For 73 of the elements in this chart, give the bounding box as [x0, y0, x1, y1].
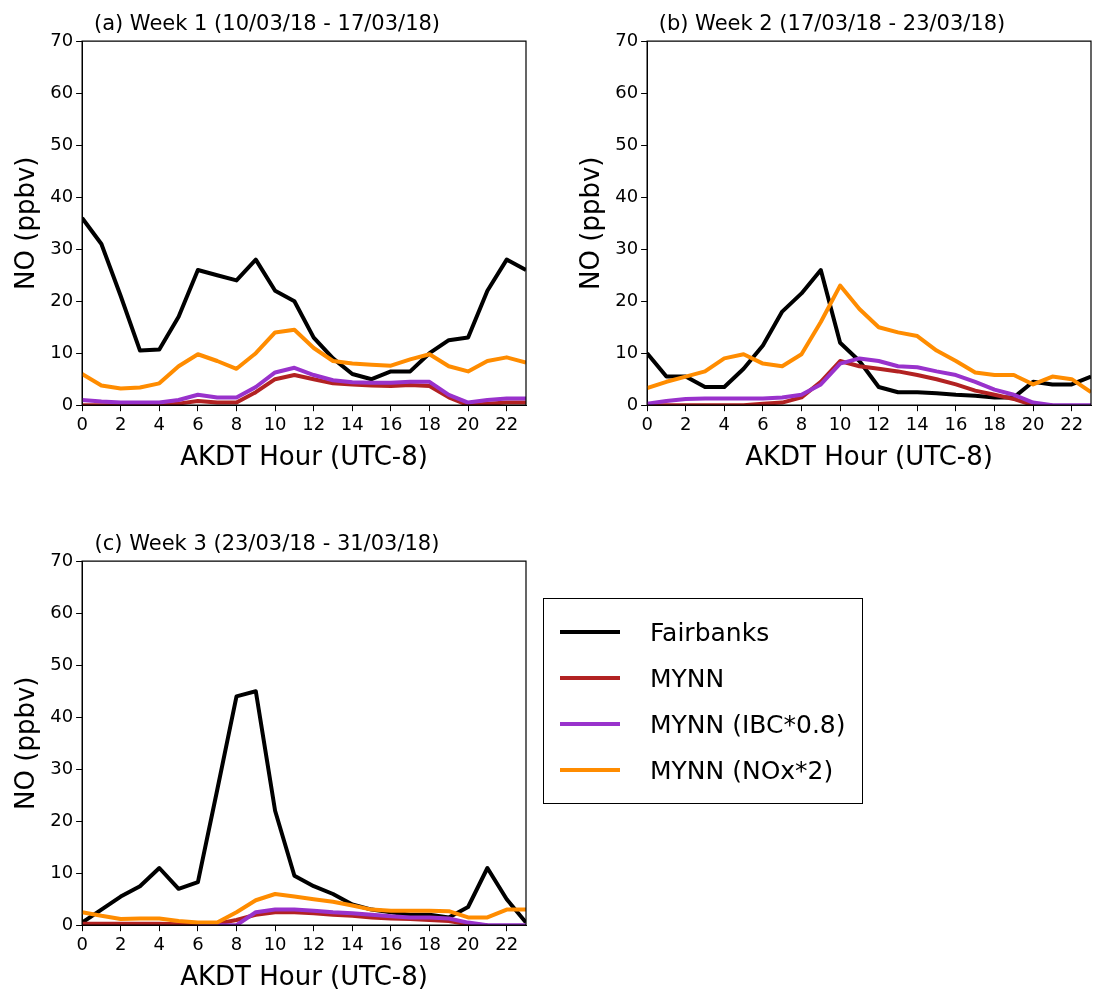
- x-tick-label: 0: [76, 932, 88, 954]
- chart-title: (c) Week 3 (23/03/18 - 31/03/18): [94, 531, 440, 556]
- x-tick-label: 22: [495, 932, 519, 954]
- chart-title: (b) Week 2 (17/03/18 - 23/03/18): [658, 11, 1006, 36]
- y-tick-label: 50: [615, 132, 639, 154]
- y-tick-label: 50: [50, 652, 74, 674]
- legend-label: MYNN (NOx*2): [650, 755, 834, 785]
- x-tick-label: 20: [1021, 412, 1045, 434]
- x-axis-title: AKDT Hour (UTC-8): [180, 961, 428, 990]
- x-tick-label: 14: [905, 412, 929, 434]
- x-tick-label: 8: [230, 412, 243, 434]
- y-tick-label: 10: [615, 340, 639, 362]
- x-tick-label: 4: [153, 932, 166, 954]
- x-tick-label: 2: [114, 412, 127, 434]
- x-tick-label: 14: [340, 932, 364, 954]
- x-tick-label: 20: [456, 412, 480, 434]
- x-tick-label: 12: [302, 412, 326, 434]
- y-tick-label: 70: [615, 28, 639, 50]
- x-tick-label: 2: [679, 412, 692, 434]
- x-tick-label: 8: [230, 932, 243, 954]
- y-tick-label: 50: [50, 132, 74, 154]
- y-tick-label: 40: [50, 704, 74, 726]
- x-tick-label: 16: [944, 412, 968, 434]
- x-tick-label: 14: [340, 412, 364, 434]
- y-tick-label: 70: [50, 28, 74, 50]
- x-tick-label: 0: [76, 412, 88, 434]
- y-tick-label: 10: [50, 860, 74, 882]
- y-tick-label: 60: [50, 600, 74, 622]
- x-tick-label: 16: [379, 932, 403, 954]
- x-axis-title: AKDT Hour (UTC-8): [745, 441, 993, 472]
- y-tick-label: 30: [615, 236, 639, 258]
- y-tick-label: 20: [50, 808, 74, 830]
- x-tick-label: 6: [757, 412, 769, 434]
- x-tick-label: 4: [153, 412, 166, 434]
- y-tick-label: 0: [626, 392, 639, 414]
- x-tick-label: 8: [795, 412, 808, 434]
- x-tick-label: 12: [302, 932, 326, 954]
- y-tick-label: 70: [50, 548, 74, 570]
- y-tick-label: 60: [50, 80, 74, 102]
- legend-label: MYNN: [650, 663, 725, 693]
- y-axis-title: NO (ppbv): [575, 156, 606, 290]
- y-tick-label: 0: [61, 392, 74, 414]
- x-tick-label: 18: [418, 412, 441, 434]
- x-tick-label: 18: [418, 932, 441, 954]
- x-tick-label: 10: [263, 932, 287, 954]
- x-tick-label: 0: [641, 412, 653, 434]
- legend-label: Fairbanks: [650, 617, 770, 647]
- legend-label: MYNN (IBC*0.8): [650, 709, 846, 739]
- y-tick-label: 60: [615, 80, 639, 102]
- x-tick-label: 22: [1060, 412, 1084, 434]
- y-tick-label: 0: [61, 912, 74, 934]
- x-tick-label: 10: [263, 412, 287, 434]
- y-tick-label: 40: [50, 184, 74, 206]
- x-tick-label: 2: [114, 932, 127, 954]
- y-tick-label: 30: [50, 236, 74, 258]
- x-tick-label: 18: [983, 412, 1006, 434]
- x-tick-label: 10: [828, 412, 852, 434]
- x-tick-label: 16: [379, 412, 403, 434]
- y-tick-label: 10: [50, 340, 74, 362]
- x-axis-title: AKDT Hour (UTC-8): [180, 441, 428, 472]
- x-tick-label: 12: [867, 412, 891, 434]
- y-tick-label: 20: [615, 288, 639, 310]
- x-tick-label: 22: [495, 412, 519, 434]
- x-tick-label: 20: [456, 932, 480, 954]
- y-tick-label: 40: [615, 184, 639, 206]
- y-axis-title: NO (ppbv): [10, 156, 41, 290]
- x-tick-label: 4: [718, 412, 731, 434]
- y-tick-label: 20: [50, 288, 74, 310]
- y-axis-title: NO (ppbv): [10, 676, 41, 810]
- chart-title: (a) Week 1 (10/03/18 - 17/03/18): [93, 11, 441, 36]
- y-tick-label: 30: [50, 756, 74, 778]
- x-tick-label: 6: [192, 932, 204, 954]
- x-tick-label: 6: [192, 412, 204, 434]
